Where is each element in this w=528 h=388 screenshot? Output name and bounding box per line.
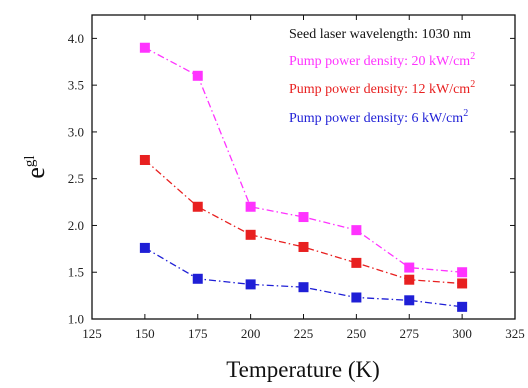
y-tick-label: 4.0 <box>68 31 84 46</box>
x-tick-label: 150 <box>135 326 155 341</box>
series-1-point <box>404 274 415 285</box>
legend-item-1-sup: 2 <box>470 79 475 90</box>
x-tick-label: 125 <box>82 326 102 341</box>
series-1-point <box>139 154 150 165</box>
series-1-point <box>351 257 362 268</box>
x-tick-label: 200 <box>241 326 261 341</box>
legend: Seed laser wavelength: 1030 nm Pump powe… <box>289 27 475 126</box>
legend-item-1: Pump power density: 12 kW/cm2 <box>289 79 475 97</box>
y-tick-label: 3.0 <box>68 124 84 139</box>
x-tick-label: 325 <box>505 326 525 341</box>
legend-item-0-sup: 2 <box>470 51 475 62</box>
x-tick-label: 250 <box>347 326 367 341</box>
series-1-point <box>457 278 468 289</box>
series-1-point <box>192 201 203 212</box>
series-0-point <box>139 42 150 53</box>
series-line-2 <box>144 247 463 308</box>
series-0-point <box>245 201 256 212</box>
series-2-point <box>245 279 256 290</box>
axis-ticks: 125 150 175 200 225 250 275 300 325 1.0 1.5 2.0 2.5 3… <box>68 15 525 341</box>
y-tick-label: 2.5 <box>68 171 84 186</box>
x-axis-title: Temperature (K) <box>226 357 380 382</box>
series-1-point <box>245 229 256 240</box>
y-tick-label: 1.5 <box>68 265 84 280</box>
legend-item-0: Pump power density: 20 kW/cm2 <box>289 51 475 69</box>
y-axis-title: egl <box>21 155 50 178</box>
series-2-point <box>351 292 362 303</box>
y-tick-label: 3.5 <box>68 78 84 93</box>
series-group <box>139 42 468 312</box>
series-0-point <box>298 212 309 223</box>
x-tick-label: 225 <box>294 326 314 341</box>
x-tick-label: 275 <box>400 326 420 341</box>
y-tick-label: 2.0 <box>68 218 84 233</box>
legend-item-2: Pump power density: 6 kW/cm2 <box>289 108 468 126</box>
series-2-point <box>139 242 150 253</box>
series-0-point <box>404 262 415 273</box>
legend-title: Seed laser wavelength: 1030 nm <box>289 27 471 42</box>
series-1-point <box>298 241 309 252</box>
y-tick-label: 1.0 <box>68 312 84 327</box>
legend-item-1-text: Pump power density: 12 kW/cm <box>289 82 470 97</box>
series-2-point <box>457 301 468 312</box>
series-0-point <box>192 70 203 81</box>
x-tick-label: 300 <box>452 326 472 341</box>
series-2-point <box>404 295 415 306</box>
series-2-point <box>298 282 309 293</box>
legend-item-2-text: Pump power density: 6 kW/cm <box>289 111 463 126</box>
x-tick-label: 175 <box>188 326 208 341</box>
series-0-point <box>351 225 362 236</box>
y-axis-title-base: e <box>21 167 50 179</box>
legend-item-2-sup: 2 <box>463 108 468 119</box>
series-2-point <box>192 273 203 284</box>
y-axis-title-superscript: gl <box>22 155 38 167</box>
legend-item-0-text: Pump power density: 20 kW/cm <box>289 54 470 69</box>
series-0-point <box>457 267 468 278</box>
